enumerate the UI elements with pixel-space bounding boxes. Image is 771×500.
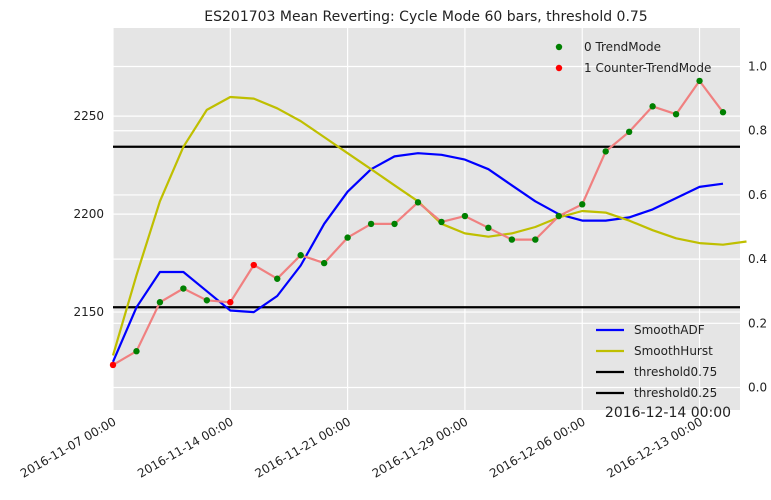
price-point-12 xyxy=(391,220,398,228)
price-point-25 xyxy=(696,77,703,85)
plot-background xyxy=(113,28,740,410)
price-point-0 xyxy=(109,361,117,369)
price-point-11 xyxy=(367,220,375,228)
price-point-19 xyxy=(555,212,562,220)
price-point-6 xyxy=(250,261,257,269)
price-point-23 xyxy=(649,103,656,110)
left-axis: 2150 2200 2250 xyxy=(73,109,104,319)
price-point-16 xyxy=(485,224,492,232)
price-point-15 xyxy=(461,212,469,220)
legend-label-threshold075: threshold0.75 xyxy=(634,365,717,379)
y-right-tick-label-3: 0.6 xyxy=(748,188,767,202)
legend-top: 0 TrendMode 1 Counter-TrendMode xyxy=(555,40,711,75)
price-point-26 xyxy=(719,109,727,116)
y-right-tick-label-2: 0.4 xyxy=(748,252,767,266)
price-point-22 xyxy=(625,128,633,136)
price-point-3 xyxy=(180,285,187,292)
legend-label-countertrend: 1 Counter-TrendMode xyxy=(584,61,711,75)
price-point-18 xyxy=(532,236,539,243)
price-point-24 xyxy=(672,110,680,118)
chart-title: ES201703 Mean Reverting: Cycle Mode 60 b… xyxy=(204,9,647,25)
x-tick-label-4: 2016-12-06 00:00 xyxy=(487,414,588,480)
price-point-13 xyxy=(414,199,422,206)
grid xyxy=(112,28,740,410)
y-right-tick-label-4: 0.8 xyxy=(748,124,767,138)
price-point-14 xyxy=(438,218,445,226)
price-point-2 xyxy=(156,299,164,306)
y-right-tick-label-0: 0.0 xyxy=(748,381,767,395)
y-left-tick-label-2: 2250 xyxy=(73,109,104,123)
legend-label-smoothhurst: SmoothHurst xyxy=(634,344,713,358)
price-point-10 xyxy=(344,234,351,241)
price-point-1 xyxy=(133,348,140,355)
price-point-5 xyxy=(227,299,234,306)
price-points xyxy=(109,77,727,369)
corner-label: 2016-12-14 00:00 xyxy=(605,405,731,421)
price-point-4 xyxy=(203,297,211,304)
x-tick-label-2: 2016-11-21 00:00 xyxy=(252,414,353,480)
price-point-21 xyxy=(602,148,609,155)
legend-marker-countertrend xyxy=(555,64,563,72)
legend-label-trendmode: 0 TrendMode xyxy=(584,40,661,54)
x-tick-label-0: 2016-11-07 00:00 xyxy=(18,414,119,480)
price-point-8 xyxy=(297,252,304,259)
y-right-tick-label-1: 0.2 xyxy=(748,316,767,330)
price-point-17 xyxy=(508,236,516,243)
right-axis: 0.0 0.2 0.4 0.6 0.8 1.0 xyxy=(748,60,767,395)
legend-label-threshold025: threshold0.25 xyxy=(634,386,717,400)
y-right-tick-label-5: 1.0 xyxy=(748,60,767,74)
threshold-lines xyxy=(113,145,740,309)
x-tick-label-3: 2016-11-29 00:00 xyxy=(370,414,471,480)
legend-bottom: SmoothADF SmoothHurst threshold0.75 thre… xyxy=(596,323,717,400)
y-left-tick-label-1: 2200 xyxy=(73,207,104,221)
x-tick-label-1: 2016-11-14 00:00 xyxy=(135,414,236,480)
price-point-9 xyxy=(320,259,328,267)
y-left-tick-label-0: 2150 xyxy=(73,305,104,319)
legend-label-smoothadf: SmoothADF xyxy=(634,323,705,337)
x-tick-label-5: 2016-12-13 00:00 xyxy=(604,414,705,480)
price-point-7 xyxy=(274,275,281,282)
legend-marker-trendmode xyxy=(555,43,563,51)
x-axis: 2016-11-07 00:00 2016-11-14 00:00 2016-11-… xyxy=(18,414,705,480)
price-point-20 xyxy=(579,201,586,208)
